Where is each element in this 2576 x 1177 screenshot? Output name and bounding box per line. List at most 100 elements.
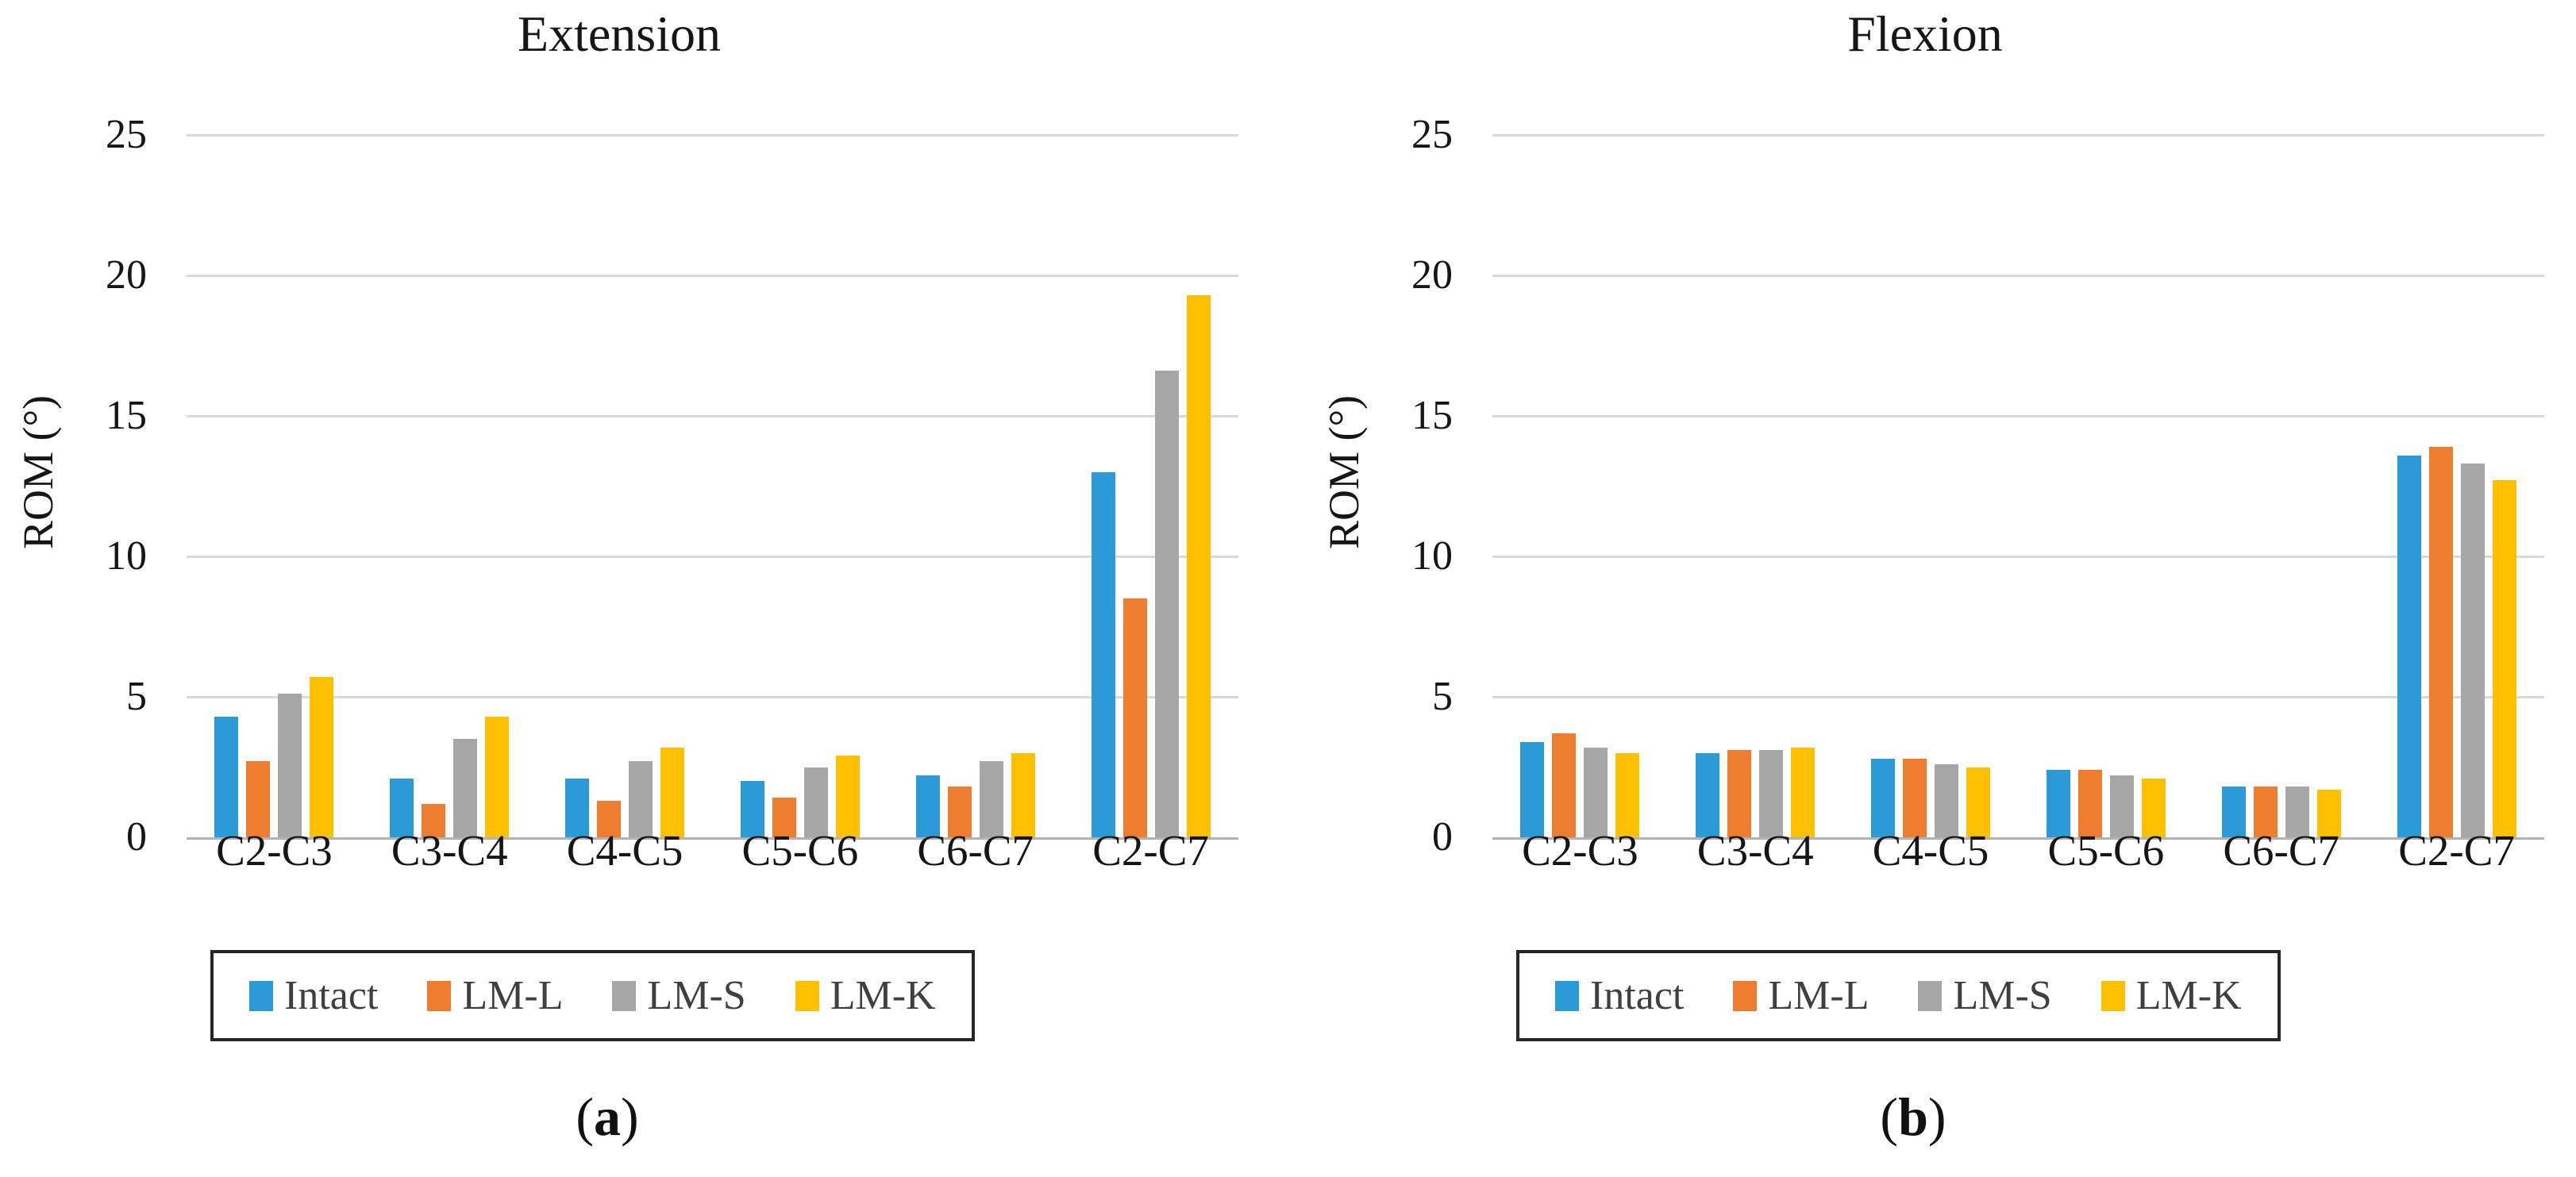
- caption-letter: b: [1898, 1087, 1928, 1147]
- y-tick-label-10: 10: [1411, 533, 1453, 579]
- legend-swatch-icon: [427, 980, 452, 1011]
- x-axis-label-C2-C7: C2-C7: [2398, 826, 2515, 875]
- y-tick-label-10: 10: [106, 533, 147, 579]
- bar-group-C4-C5: [1843, 135, 2019, 837]
- bar-lm-k-C2-C3: [1615, 752, 1640, 837]
- bar-lm-k-C4-C5: [1966, 767, 1991, 837]
- bar-group-C3-C4: [1668, 135, 1843, 837]
- legend-label: LM-L: [1768, 973, 1869, 1018]
- bar-lm-l-C2-C7: [1122, 598, 1147, 837]
- x-axis-label-C3-C4: C3-C4: [391, 826, 508, 875]
- bar-lm-s-C5-C6: [2109, 775, 2134, 837]
- legend-item-lm-k: LM-K: [795, 972, 936, 1019]
- bar-lm-s-C2-C7: [1154, 371, 1179, 837]
- caption-paren-open: (: [576, 1087, 594, 1147]
- legend-item-lm-l: LM-L: [427, 972, 563, 1019]
- bar-group-C3-C4: [362, 135, 537, 837]
- x-axis-label-C5-C6: C5-C6: [741, 826, 859, 875]
- gridline-25: [187, 134, 1238, 137]
- bar-group-C5-C6: [2019, 135, 2194, 837]
- legend: Intact LM-L LM-S LM-K: [1516, 950, 2281, 1041]
- bar-intact-C3-C4: [390, 778, 414, 837]
- caption-paren-open: (: [1880, 1087, 1899, 1147]
- bar-lm-k-C2-C7: [2492, 480, 2516, 837]
- x-axis-label-C2-C3: C2-C3: [1522, 826, 1638, 875]
- bar-lm-s-C2-C3: [278, 694, 302, 837]
- gridline-15: [187, 415, 1238, 417]
- bar-group-C6-C7: [888, 135, 1063, 837]
- bar-lm-k-C4-C5: [660, 747, 685, 837]
- legend-item-lm-k: LM-K: [2100, 972, 2242, 1019]
- x-axis-label-C6-C7: C6-C7: [917, 826, 1034, 875]
- bar-intact-C6-C7: [2221, 787, 2246, 837]
- gridline-10: [1492, 556, 2544, 558]
- bar-lm-s-C2-C7: [2460, 463, 2485, 837]
- bar-lm-k-C3-C4: [1791, 747, 1816, 837]
- bar-lm-l-C5-C6: [772, 798, 796, 837]
- legend-item-lm-s: LM-S: [1918, 972, 2052, 1019]
- bar-lm-l-C2-C7: [2428, 446, 2453, 837]
- x-axis-label-C2-C7: C2-C7: [1092, 826, 1209, 875]
- bar-intact-C4-C5: [1871, 758, 1896, 837]
- bar-intact-C2-C7: [2397, 455, 2421, 837]
- bar-lm-k-C3-C4: [485, 716, 510, 837]
- bar-lm-l-C4-C5: [597, 800, 622, 837]
- legend-swatch-icon: [2100, 980, 2125, 1011]
- plot-area: [1492, 134, 2544, 840]
- y-tick-label-20: 20: [106, 252, 147, 298]
- y-tick-label-25: 25: [106, 112, 147, 157]
- caption-paren-close: ): [621, 1087, 639, 1147]
- x-axis-label-C6-C7: C6-C7: [2223, 826, 2340, 875]
- bar-group-C5-C6: [713, 135, 888, 837]
- bar-lm-l-C5-C6: [2077, 770, 2102, 837]
- y-tick-label-5: 5: [126, 674, 147, 719]
- bar-intact-C2-C3: [1520, 741, 1545, 837]
- subfigure-caption: (a): [210, 1086, 1004, 1148]
- bar-lm-k-C5-C6: [2141, 778, 2166, 837]
- legend-label: Intact: [1590, 973, 1685, 1018]
- bar-group-C6-C7: [2193, 135, 2369, 837]
- bar-lm-k-C2-C7: [1186, 294, 1211, 837]
- legend-label: Intact: [284, 973, 379, 1018]
- bar-lm-l-C4-C5: [1903, 758, 1927, 837]
- plot-area: [187, 134, 1238, 840]
- legend-item-lm-s: LM-S: [612, 972, 746, 1019]
- legend-item-intact: Intact: [1555, 972, 1684, 1019]
- bar-lm-k-C6-C7: [1011, 752, 1035, 837]
- legend-swatch-icon: [1555, 980, 1579, 1011]
- legend-swatch-icon: [1918, 980, 1943, 1011]
- legend-label: LM-S: [647, 973, 746, 1018]
- chart-panel-extension: Extension ROM (°) C2-C3 C3-C4 C4-C5 C5-C6 C6…: [14, 6, 1238, 1148]
- subfigure-caption: (b): [1516, 1086, 2310, 1148]
- y-tick-label-20: 20: [1411, 252, 1453, 298]
- legend-label: LM-K: [2135, 973, 2242, 1018]
- bar-lm-k-C6-C7: [2316, 789, 2341, 837]
- legend-swatch-icon: [612, 980, 637, 1011]
- bar-group-C4-C5: [537, 135, 713, 837]
- bar-intact-C5-C6: [2046, 770, 2070, 837]
- bar-lm-s-C6-C7: [2285, 787, 2309, 837]
- legend-swatch-icon: [249, 980, 273, 1011]
- x-axis-label-C5-C6: C5-C6: [2047, 826, 2165, 875]
- bar-lm-k-C5-C6: [835, 756, 860, 837]
- bar-group-C2-C7: [1063, 135, 1238, 837]
- x-axis-label-C4-C5: C4-C5: [1872, 826, 1989, 875]
- bar-intact-C5-C6: [740, 781, 764, 837]
- bar-lm-l-C3-C4: [1727, 750, 1752, 837]
- bar-group-C2-C3: [1492, 135, 1668, 837]
- bar-lm-s-C3-C4: [453, 739, 478, 837]
- bar-lm-s-C4-C5: [1935, 764, 1959, 837]
- gridline-10: [187, 556, 1238, 558]
- legend-item-intact: Intact: [249, 972, 378, 1019]
- gridline-5: [1492, 696, 2544, 698]
- x-axis-labels: C2-C3 C3-C4 C4-C5 C5-C6 C6-C7 C2-C7: [1492, 825, 2544, 875]
- bar-lm-s-C6-C7: [979, 761, 1003, 837]
- x-axis-label-C3-C4: C3-C4: [1696, 826, 1814, 875]
- chart-panel-flexion: Flexion ROM (°) C2-C3 C3-C4 C4-C5 C5-C6 C6-C…: [1306, 0, 2576, 1177]
- bar-lm-s-C2-C3: [1584, 747, 1608, 837]
- y-tick-label-15: 15: [1411, 393, 1453, 438]
- y-tick-label-0: 0: [126, 814, 147, 860]
- y-tick-label-5: 5: [1432, 674, 1453, 719]
- bar-lm-l-C3-C4: [422, 803, 446, 837]
